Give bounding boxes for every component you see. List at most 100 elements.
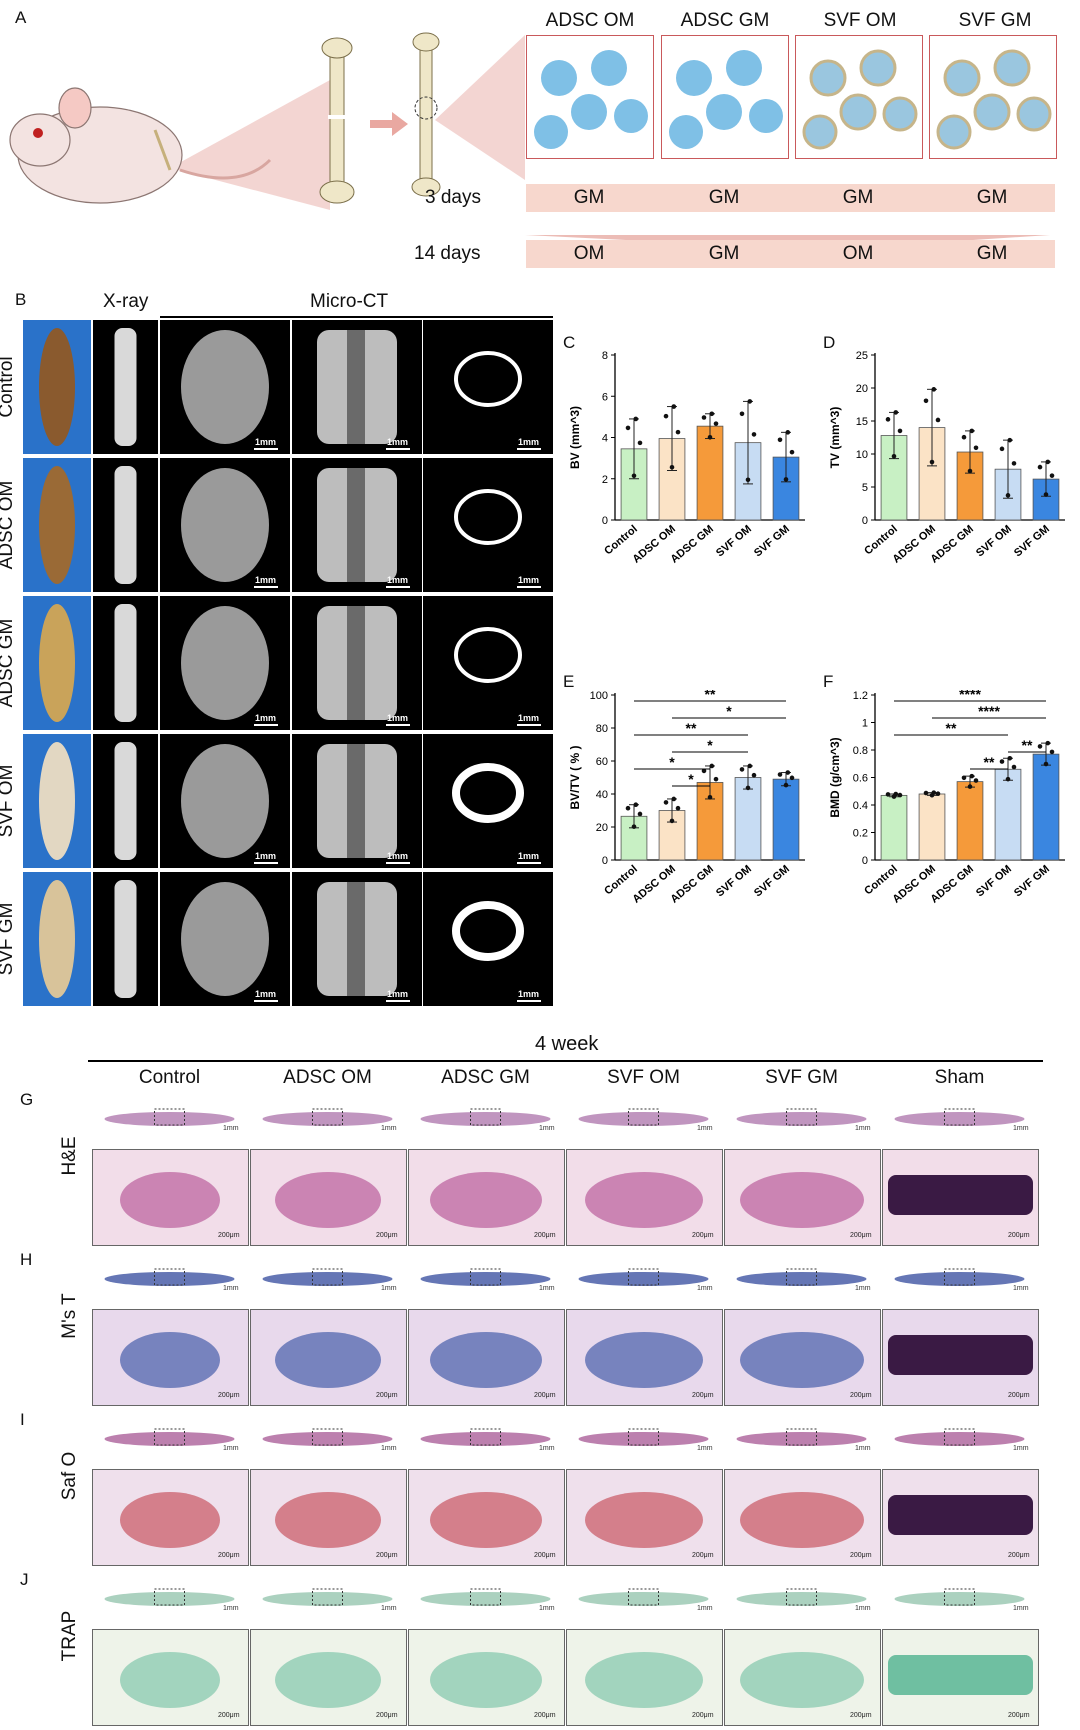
histology-zoom-3-4: 200μm	[566, 1469, 723, 1566]
data-point	[747, 763, 753, 769]
y-axis-label: BMD (g/cm^3)	[828, 737, 842, 817]
scale-bar-label: 1mm	[1013, 1285, 1029, 1292]
scale-bar-label: 200μm	[692, 1712, 714, 1719]
data-point	[747, 399, 753, 404]
histology-zoom-1-6: 200μm	[882, 1149, 1039, 1246]
scale-bar-label: 200μm	[1008, 1232, 1030, 1239]
bar-svf-om	[734, 777, 762, 861]
scale-bar-label: 200μm	[218, 1392, 240, 1399]
scale-bar-label: 1mm	[518, 437, 540, 447]
histology-zoom-1-2: 200μm	[250, 1149, 407, 1246]
panel-label-h: H	[20, 1250, 33, 1269]
data-point	[935, 417, 941, 423]
data-point	[671, 796, 677, 802]
scale-bar	[517, 448, 541, 450]
scale-bar-label: 1mm	[255, 989, 277, 999]
data-point	[701, 415, 707, 420]
panel-label-c: C	[563, 333, 576, 352]
y-tick-label: 60	[596, 756, 608, 768]
gross-photo-adsc-om	[23, 458, 91, 592]
scale-bar-label: 1mm	[697, 1125, 713, 1132]
media-3d-svf-gm: GM	[976, 187, 1008, 208]
microct-image-svf-om-2: 1mm	[292, 734, 422, 868]
microct-image-control-2: 1mm	[292, 320, 422, 454]
microct-image-svf-om-3: 1mm	[423, 734, 553, 868]
microct-image-adsc-om-1: 1mm	[160, 458, 290, 592]
scale-bar-label: 200μm	[218, 1232, 240, 1239]
y-tick-label: 40	[596, 789, 608, 801]
microct-image-adsc-om-2: 1mm	[292, 458, 422, 592]
xray-image-adsc-om	[93, 458, 158, 592]
scale-bar-label: 1mm	[387, 713, 409, 723]
scale-bar-label: 1mm	[697, 1605, 713, 1612]
femur-icon	[319, 37, 355, 204]
bar-svf-gm	[1032, 753, 1060, 861]
data-point	[931, 387, 937, 392]
data-point	[961, 434, 967, 440]
scale-bar-label: 1mm	[255, 575, 277, 585]
y-axis-label: BV/TV ( % )	[568, 745, 582, 809]
significance-label: *	[688, 771, 694, 787]
xray-header: X-ray	[103, 291, 149, 312]
y-tick-label: 0	[862, 855, 868, 867]
histology-zoom-3-6: 200μm	[882, 1469, 1039, 1566]
histology-col-adsc-gm: ADSC GM	[441, 1067, 530, 1088]
panel-label-a: A	[15, 8, 27, 27]
histology-overview-3-1: 1mm	[92, 1415, 247, 1463]
stain-label-4: TRAP	[59, 1610, 80, 1662]
bar-adsc-om	[918, 427, 946, 521]
histology-zoom-2-2: 200μm	[250, 1309, 407, 1406]
y-tick-label: 8	[602, 350, 608, 362]
histology-overview-4-1: 1mm	[92, 1575, 247, 1623]
data-point	[637, 811, 643, 817]
gross-photo-svf-gm	[23, 872, 91, 1006]
data-point	[973, 445, 979, 451]
data-point	[999, 446, 1005, 452]
microct-image-control-1: 1mm	[160, 320, 290, 454]
scale-bar-label: 1mm	[855, 1445, 871, 1452]
bar-svf-gm	[772, 778, 800, 861]
scale-bar-label: 1mm	[855, 1605, 871, 1612]
schematic-box-adsc-om	[526, 35, 654, 159]
histology-overview-1-4: 1mm	[566, 1095, 721, 1143]
scale-bar	[386, 862, 410, 864]
microct-image-adsc-om-3: 1mm	[423, 458, 553, 592]
data-point	[745, 477, 751, 483]
media-14d-svf-om: OM	[842, 243, 874, 264]
microct-image-adsc-gm-2: 1mm	[292, 596, 422, 730]
media-14d-adsc-om: OM	[573, 243, 605, 264]
spheroids-icon	[669, 50, 783, 149]
scale-bar-label: 200μm	[850, 1712, 872, 1719]
scale-bar-label: 1mm	[381, 1445, 397, 1452]
scale-bar	[254, 862, 278, 864]
y-tick-label: 4	[602, 433, 608, 445]
y-tick-label: 25	[856, 350, 868, 362]
y-tick-label: 15	[856, 416, 868, 428]
histology-timepoint: 4 week	[535, 1033, 599, 1055]
xray-image-adsc-gm	[93, 596, 158, 730]
data-point	[777, 437, 783, 443]
scale-bar	[386, 448, 410, 450]
significance-label: **	[1022, 737, 1033, 753]
scale-bar-label: 200μm	[376, 1552, 398, 1559]
scale-bar-label: 1mm	[539, 1445, 555, 1452]
panel-label-i: I	[20, 1410, 25, 1429]
data-point	[783, 477, 789, 482]
scale-bar-label: 1mm	[518, 575, 540, 585]
media-14d-svf-gm: GM	[976, 243, 1008, 264]
schematic-box-svf-om	[795, 35, 923, 159]
panel-label-g: G	[20, 1090, 34, 1109]
x-tick-label: SVF OM	[974, 523, 1014, 559]
histology-overview-4-2: 1mm	[250, 1575, 405, 1623]
scale-bar-label: 200μm	[850, 1232, 872, 1239]
data-point	[969, 773, 975, 779]
media-3d-adsc-gm: GM	[708, 187, 740, 208]
y-tick-label: 20	[596, 822, 608, 834]
y-tick-label: 10	[856, 449, 868, 461]
significance-label: *	[707, 737, 713, 753]
data-point	[897, 792, 903, 798]
y-axis-label: TV (mm^3)	[828, 407, 842, 469]
schematic-group-svf-gm: SVF GM	[958, 10, 1032, 31]
histology-zoom-1-5: 200μm	[724, 1149, 881, 1246]
